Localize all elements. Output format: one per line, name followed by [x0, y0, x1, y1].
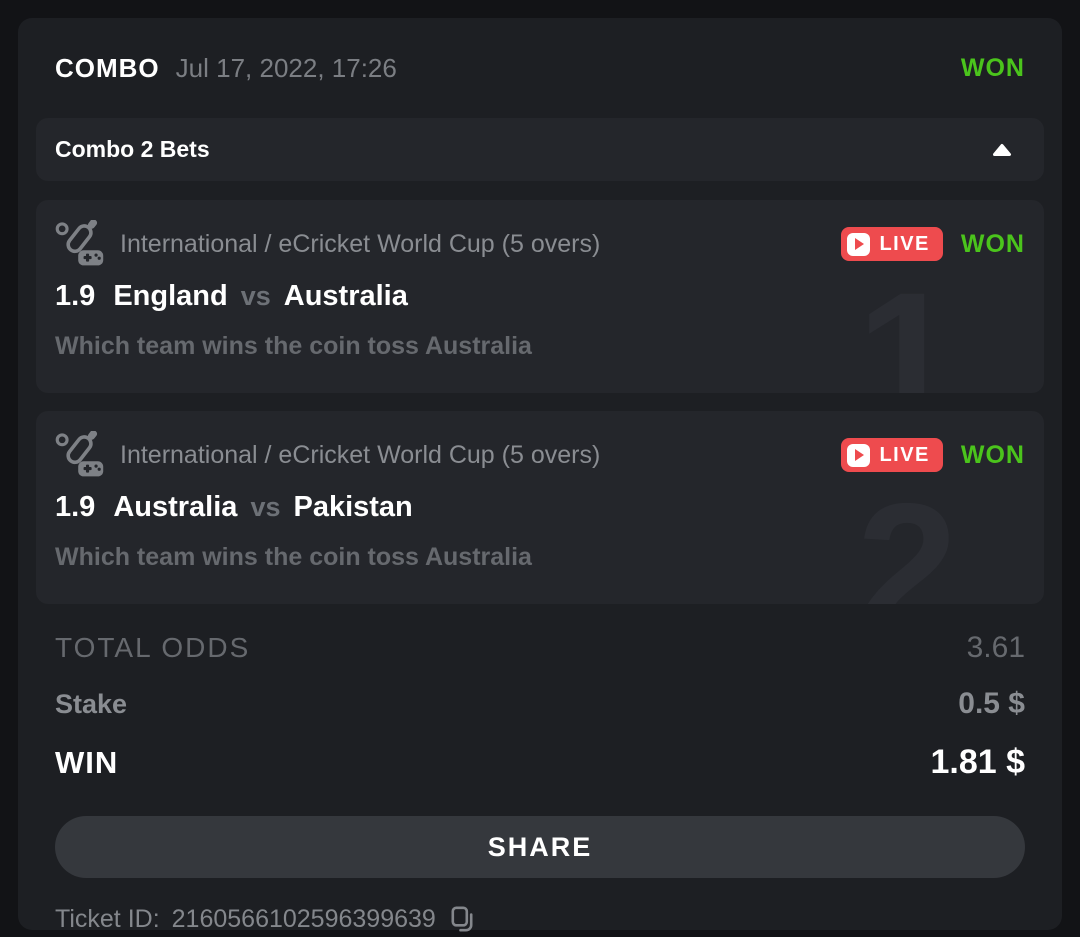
chevron-up-icon[interactable]: [991, 142, 1013, 158]
vs-label: vs: [240, 281, 271, 311]
live-badge: LIVE: [841, 227, 943, 261]
bet-card-2: International / eCricket World Cup (5 ov…: [36, 411, 1044, 604]
ticket-status-badge: WON: [960, 53, 1025, 82]
bet-teams-row: 1.9 Australia vs Pakistan: [55, 491, 1025, 524]
vs-label: vs: [250, 492, 281, 522]
ticket-header: COMBO Jul 17, 2022, 17:26 WON: [36, 48, 1044, 88]
bet-status-badge: WON: [960, 440, 1025, 469]
home-team: England: [113, 280, 228, 312]
ticket-summary: TOTAL ODDS 3.61 Stake 0.5 $ WIN 1.81 $: [36, 631, 1044, 782]
total-odds-value: 3.61: [966, 631, 1025, 664]
combo-collapse-bar[interactable]: Combo 2 Bets: [36, 118, 1044, 181]
bet-league: International / eCricket World Cup (5 ov…: [120, 440, 601, 469]
win-value: 1.81 $: [930, 743, 1025, 781]
bet-type-label: COMBO: [55, 52, 160, 83]
away-team: Australia: [283, 280, 408, 312]
bet-badges: LIVE WON: [841, 227, 1025, 261]
total-odds-row: TOTAL ODDS 3.61: [55, 631, 1025, 665]
bet-status-badge: WON: [960, 229, 1025, 258]
bet-league: International / eCricket World Cup (5 ov…: [120, 229, 601, 258]
play-icon: [847, 232, 871, 256]
bet-number-watermark: 1: [856, 254, 958, 393]
live-label: LIVE: [879, 443, 930, 466]
bet-number-watermark: 2: [856, 465, 958, 604]
ecricket-icon: [55, 220, 105, 268]
ticket-date: Jul 17, 2022, 17:26: [175, 52, 397, 83]
away-team: Pakistan: [293, 491, 413, 523]
stake-label: Stake: [55, 689, 128, 719]
win-row: WIN 1.81 $: [55, 743, 1025, 782]
ticket-id-row: Ticket ID: 2160566102596399639: [55, 905, 1025, 934]
bet-top-row: International / eCricket World Cup (5 ov…: [55, 220, 1025, 268]
bet-odds: 1.9: [55, 491, 96, 523]
ecricket-icon: [55, 431, 105, 479]
copy-icon[interactable]: [451, 906, 474, 933]
bet-ticket-card: COMBO Jul 17, 2022, 17:26 WON Combo 2 Be…: [18, 18, 1062, 933]
ticket-id-label: Ticket ID:: [55, 905, 160, 933]
bet-top-row: International / eCricket World Cup (5 ov…: [55, 431, 1025, 479]
bet-market: Which team wins the coin toss Australia: [55, 332, 532, 360]
total-odds-label: TOTAL ODDS: [55, 632, 251, 663]
play-icon: [847, 443, 871, 467]
bet-teams-row: 1.9 England vs Australia: [55, 280, 1025, 313]
ticket-id-value: 2160566102596399639: [171, 905, 436, 933]
stake-value: 0.5 $: [958, 687, 1025, 720]
live-badge: LIVE: [841, 438, 943, 472]
live-label: LIVE: [879, 232, 930, 255]
bet-odds: 1.9: [55, 280, 96, 312]
share-button[interactable]: SHARE: [55, 816, 1025, 878]
combo-bar-label: Combo 2 Bets: [55, 136, 210, 162]
stake-row: Stake 0.5 $: [55, 687, 1025, 721]
bet-card-1: International / eCricket World Cup (5 ov…: [36, 200, 1044, 393]
bet-market: Which team wins the coin toss Australia: [55, 543, 532, 571]
share-button-label: SHARE: [487, 831, 593, 862]
win-label: WIN: [55, 745, 119, 780]
bet-badges: LIVE WON: [841, 438, 1025, 472]
home-team: Australia: [113, 491, 238, 523]
